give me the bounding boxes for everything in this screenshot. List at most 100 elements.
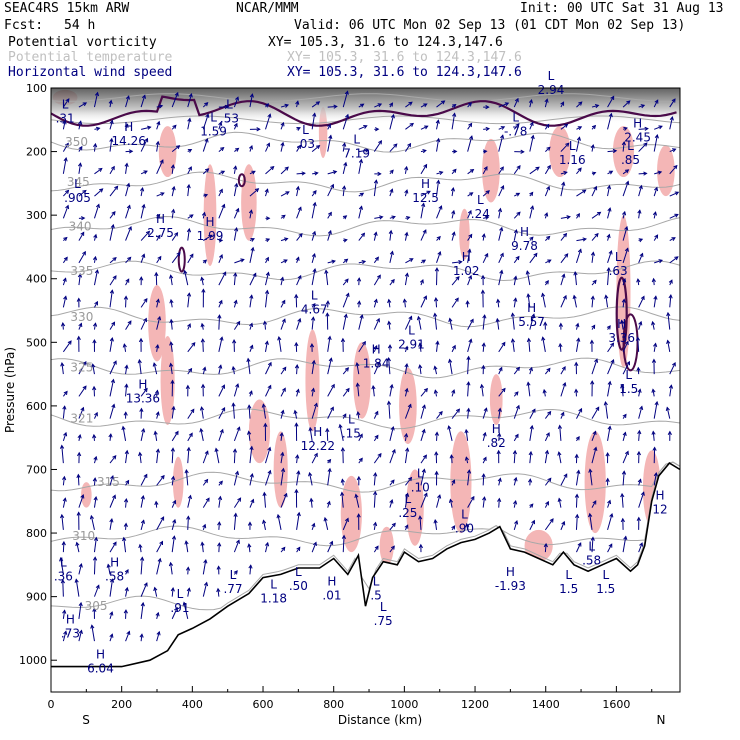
wind-vector [261,403,266,419]
wind-vector-head [78,322,83,328]
wind-vector-shaft [170,319,173,330]
pv-extremum-value: .01 [322,588,341,602]
wind-vector [62,431,68,442]
wind-vector-shaft [373,232,377,241]
wind-vector-head [387,298,392,304]
wind-vector-shaft [248,431,251,441]
wind-vector-head [266,142,271,147]
wind-vector [560,294,567,308]
wind-vector-shaft [311,190,317,197]
wind-vector [544,518,554,531]
wind-vector [355,362,360,375]
pv-extremum-marker: H [313,425,322,439]
wind-vector-shaft [264,321,266,330]
wind-vector [404,165,409,174]
wind-vector [280,276,285,286]
wind-vector-head [250,237,255,242]
wind-vector [187,323,191,330]
wind-vector-head [93,536,99,542]
wind-vector-shaft [183,602,189,619]
wind-vector-shaft [78,602,82,619]
wind-vector-head [529,236,534,241]
wind-vector-head [359,192,365,197]
wind-vector-head [191,341,196,347]
pv-extremum-value: 2.94 [538,83,565,97]
wind-vector-head [455,275,460,281]
wind-vector-shaft [513,298,517,308]
wind-vector [543,321,548,330]
wind-vector [528,98,533,108]
terrain-fill [51,463,680,692]
pv-extremum-value: 6.04 [87,662,114,676]
wind-vector-head [576,469,581,475]
wind-vector-shaft [326,428,329,441]
wind-vector-shaft [451,389,455,397]
wind-vector [168,561,174,575]
wind-vector-shaft [125,205,131,219]
wind-vector-head [547,477,552,482]
wind-vector-shaft [109,186,118,197]
wind-vector [184,468,189,486]
wind-vector [405,101,413,108]
wind-vector [416,315,422,330]
wind-vector-shaft [638,430,640,441]
wind-vector-head [176,251,181,257]
wind-vector-head [330,183,335,189]
wind-vector-head [377,452,382,458]
wind-vector-head [124,449,129,455]
pv-extremum-marker: H [206,215,215,229]
wind-vector-shaft [388,357,391,375]
wind-vector-head [111,321,116,326]
wind-vector-shaft [277,514,282,530]
wind-vector-head [525,270,530,275]
wind-vector [218,406,226,419]
wind-vector-head [514,520,519,525]
wind-vector-shaft [420,125,428,130]
wind-vector-shaft [342,278,349,286]
wind-vector [327,123,331,130]
wind-vector-head [80,406,85,412]
wind-vector-head [125,278,130,283]
wind-vector-shaft [125,365,128,375]
wind-vector-head [408,315,413,321]
org-label: NCAR/MMM [236,1,299,16]
wind-vector-head [138,337,144,343]
wind-vector [355,382,360,397]
wind-vector [497,207,503,219]
wind-vector [121,425,127,441]
wind-vector-head [669,116,674,121]
wind-vector-head [358,433,363,438]
wind-vector-shaft [311,268,316,286]
wind-vector [295,388,300,397]
wind-vector [246,357,251,375]
wind-vector [140,494,145,508]
pv-extremum-value: .58 [105,569,124,583]
wind-vector-head [653,295,658,300]
wind-vector-head [624,225,629,231]
wind-vector-head [295,185,300,191]
wind-vector-shaft [389,499,393,508]
wind-vector-shaft [138,359,142,375]
wind-vector [78,189,87,197]
wind-vector [60,579,65,597]
y-tick-label: 200 [26,146,47,159]
wind-vector-head [391,522,396,527]
wind-vector-shaft [420,164,427,175]
wind-vector [76,511,81,530]
wind-vector-head [139,186,145,192]
wind-vector [510,312,515,330]
wind-vector-head [651,388,656,393]
wind-vector-shaft [109,120,113,130]
wind-vector [607,380,612,397]
wind-vector [481,364,486,375]
wind-vector [280,237,289,242]
wind-vector-shaft [156,558,161,575]
wind-vector-head [109,119,114,125]
wind-vector-shaft [342,367,349,375]
wind-vector [202,450,209,464]
wind-vector [386,400,392,419]
wind-vector-head [582,237,587,242]
wind-vector-shaft [542,293,546,308]
wind-vector [374,127,380,132]
wind-vector [123,498,129,508]
